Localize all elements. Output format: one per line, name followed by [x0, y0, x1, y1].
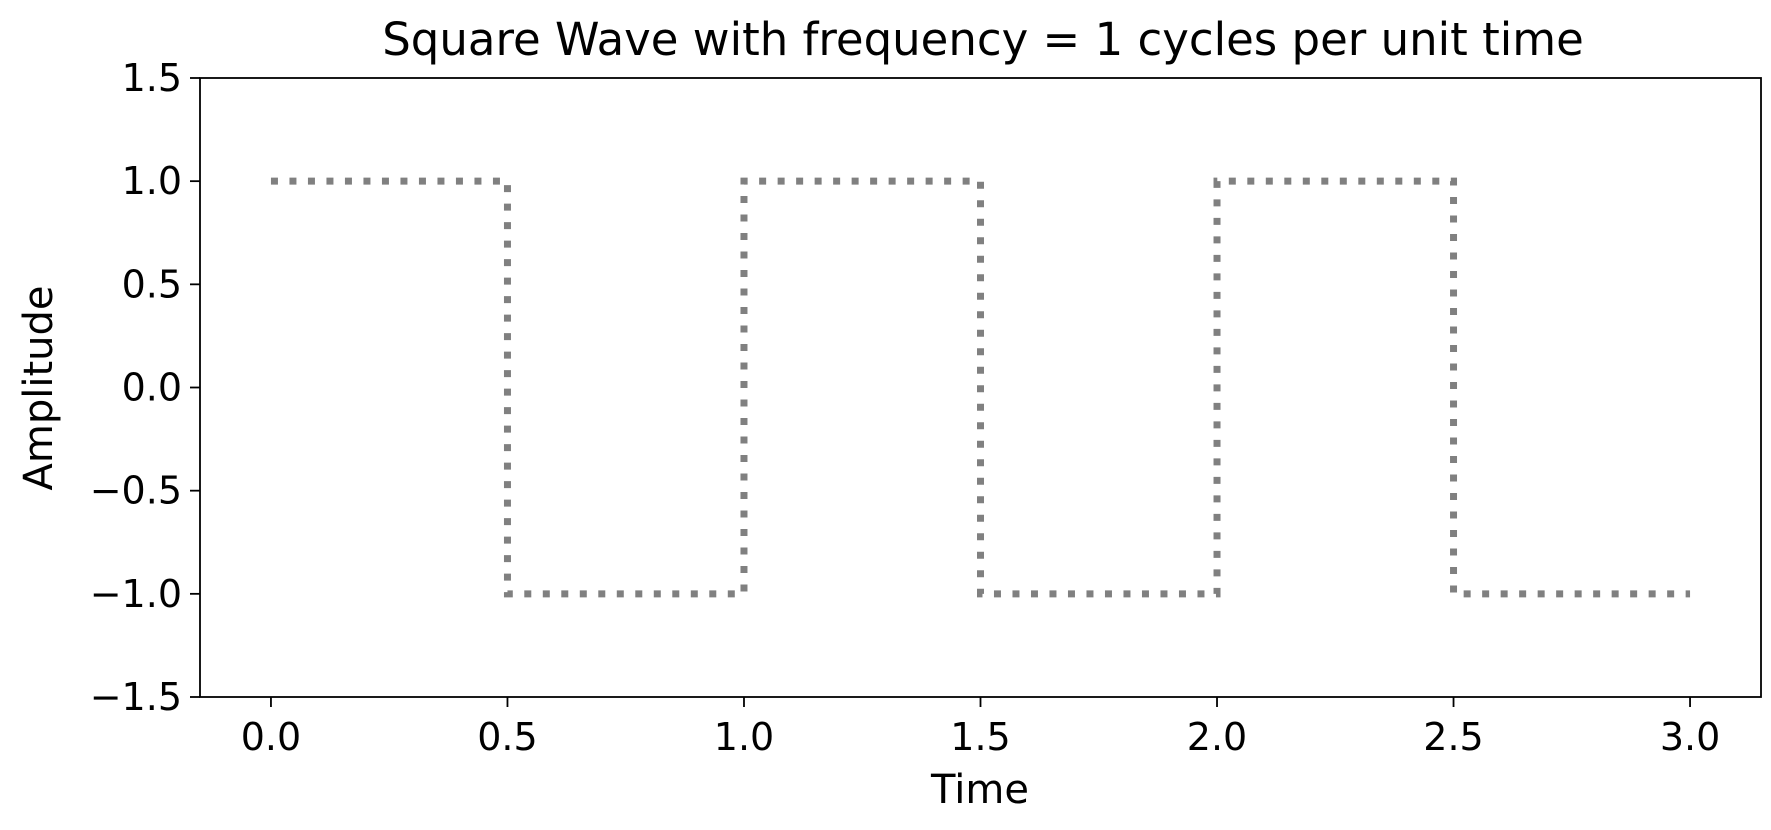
- y-axis-label: Amplitude: [16, 286, 62, 491]
- x-tick-label: 2.0: [1187, 715, 1247, 759]
- y-tick-label: 0.5: [122, 262, 182, 306]
- chart-title: Square Wave with frequency = 1 cycles pe…: [382, 13, 1584, 66]
- y-tick-label: 0.0: [122, 366, 182, 410]
- x-axis-ticks: 0.0 0.5 1.0 1.5 2.0 2.5 3.0: [241, 697, 1720, 759]
- x-tick-label: 3.0: [1660, 715, 1720, 759]
- x-axis-label: Time: [930, 767, 1029, 813]
- y-axis-ticks: −1.5 −1.0 −0.5 0.0 0.5 1.0 1.5: [90, 56, 200, 719]
- y-tick-label: −1.5: [90, 675, 182, 719]
- y-tick-label: 1.5: [122, 56, 182, 100]
- y-tick-label: −0.5: [90, 469, 182, 513]
- y-tick-label: 1.0: [122, 159, 182, 203]
- x-tick-label: 0.5: [477, 715, 537, 759]
- y-tick-label: −1.0: [90, 572, 182, 616]
- wave-series: [270, 177, 1691, 598]
- x-tick-label: 0.0: [241, 715, 301, 759]
- series-line-0: [270, 177, 1691, 598]
- x-tick-label: 2.5: [1423, 715, 1483, 759]
- x-tick-label: 1.5: [950, 715, 1010, 759]
- x-tick-label: 1.0: [714, 715, 774, 759]
